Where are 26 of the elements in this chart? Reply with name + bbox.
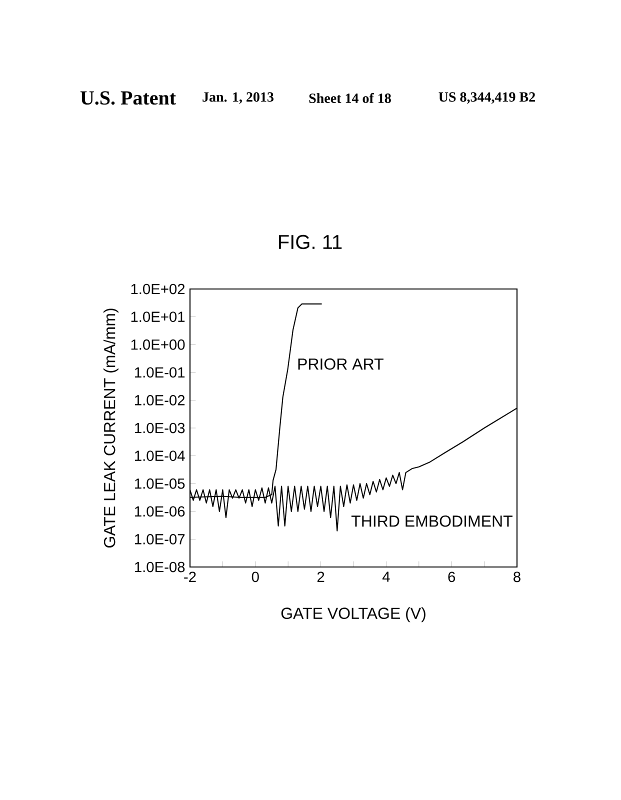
y-tick-label: 1.0E+02 [131,284,185,294]
y-tick-label: 1.0E-04 [135,450,185,461]
y-tick-label: 1.0E-06 [135,506,185,517]
y-tick-label: 1.0E-08 [135,562,185,572]
text: U.S. Patent [80,91,176,105]
x-tick-label: 8 [514,572,520,582]
x-axis-title: GATE VOLTAGE (V) [281,607,426,622]
series-label: THIRD EMBODIMENT [351,515,512,527]
y-tick-label: 1.0E-03 [135,422,185,434]
y-tick-label: 1.0E-05 [135,478,185,489]
text: Jan. 1, 2013 [202,92,274,104]
x-tick-label: -2 [184,572,196,582]
y-axis-title: GATE LEAK CURRENT (mA/mm) [104,308,118,548]
series-label: PRIOR ART [298,358,384,370]
text: US 8,344,419 B2 [438,92,536,104]
text: Sheet 14 of 18 [309,93,391,104]
x-tick-label: 6 [448,572,456,582]
y-tick-label: 1.0E+00 [131,339,185,350]
x-tick-label: 4 [382,572,390,582]
x-tick-label: 0 [252,572,259,582]
y-tick-label: 1.0E-01 [135,367,185,378]
chart-title: FIG. 11 [279,234,342,250]
y-tick-label: 1.0E-02 [135,395,185,406]
y-tick-label: 1.0E-07 [135,534,185,544]
y-tick-label: 1.0E+01 [131,312,185,322]
x-tick-label: 2 [317,572,324,582]
